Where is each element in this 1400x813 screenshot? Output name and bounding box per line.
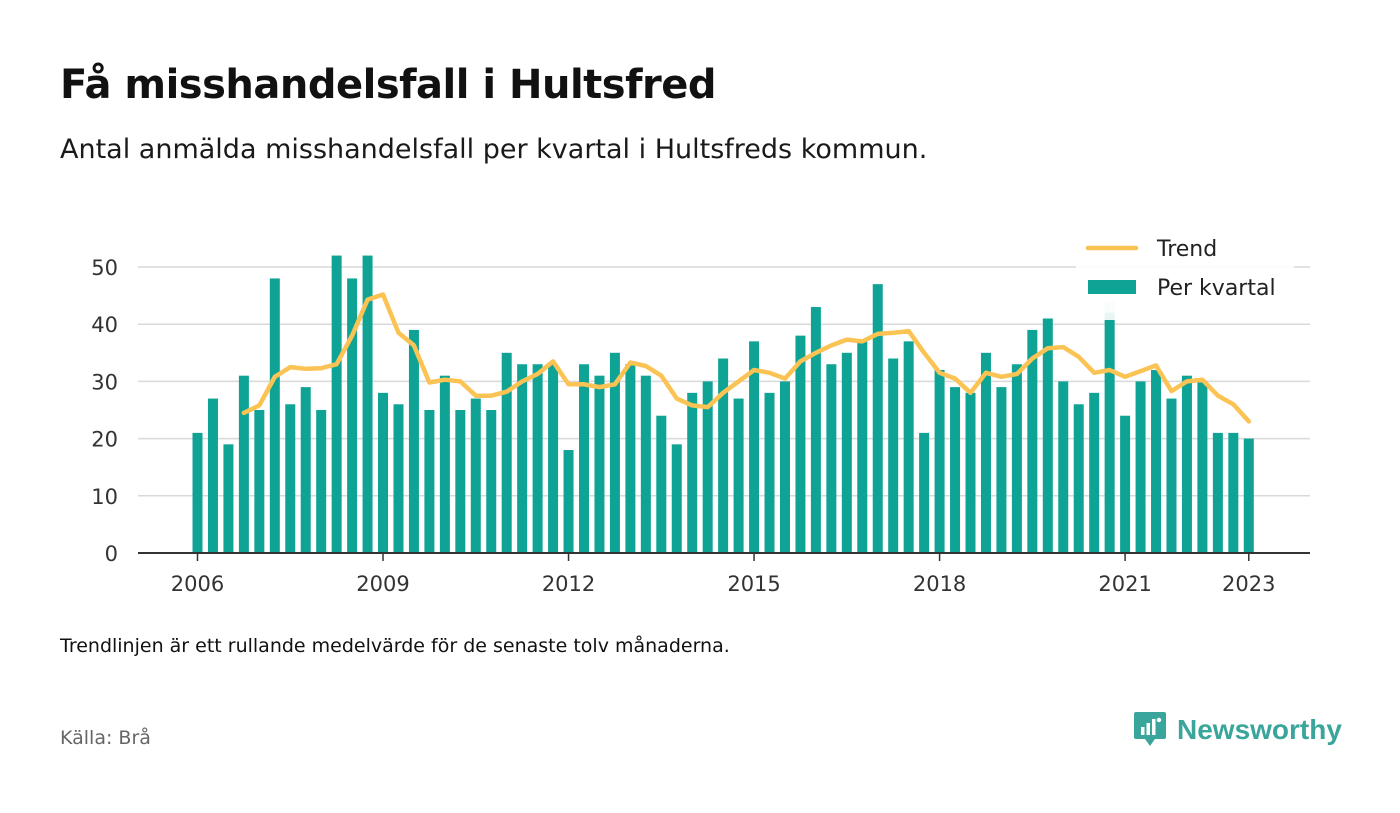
- bar: [1027, 329, 1038, 553]
- legend-swatch-per-kvartal: [1088, 280, 1136, 294]
- bars-per-kvartal: [192, 255, 1254, 553]
- bar: [841, 352, 852, 553]
- bar: [1181, 375, 1192, 553]
- bar: [980, 352, 991, 553]
- bar: [331, 255, 342, 553]
- bar: [1011, 364, 1022, 553]
- bar: [1166, 398, 1177, 553]
- bar: [1073, 404, 1084, 553]
- bar: [1212, 432, 1223, 553]
- bar: [702, 381, 713, 553]
- bar: [764, 392, 775, 553]
- trend-line: [241, 292, 1252, 424]
- bar: [1243, 438, 1254, 553]
- y-axis-ticks: 0 10 20 30 40 50: [91, 256, 118, 566]
- source-credit: Källa: Brå: [60, 727, 151, 749]
- bar: [408, 329, 419, 553]
- bar: [795, 335, 806, 553]
- bar: [671, 444, 682, 553]
- bar: [718, 358, 729, 553]
- bar: [1151, 369, 1162, 553]
- bar: [1042, 318, 1053, 553]
- bar: [347, 278, 358, 553]
- bar: [1058, 381, 1069, 553]
- chart-area: 0 10 20 30 40 50 2006 2009 2012 2015 2018 2021 2023…: [91, 228, 1310, 596]
- x-axis-ticks: 2006 2009 2012 2015 2018 2021 2023: [171, 553, 1276, 596]
- bar: [1089, 392, 1100, 553]
- bar: [285, 404, 296, 553]
- bar: [810, 307, 821, 553]
- legend-background: [1076, 228, 1294, 320]
- bar: [517, 364, 528, 553]
- y-tick-label: 30: [91, 370, 118, 394]
- bar: [300, 387, 311, 553]
- legend: Trend Per kvartal: [1076, 228, 1294, 320]
- bar: [1104, 312, 1115, 553]
- legend-label-per-kvartal: Per kvartal: [1157, 276, 1276, 301]
- bar: [950, 387, 961, 553]
- x-tick-label: 2006: [171, 572, 224, 596]
- bar: [1135, 381, 1146, 553]
- bar: [439, 375, 450, 553]
- bar: [919, 432, 930, 553]
- x-tick-label: 2012: [542, 572, 595, 596]
- bar: [1197, 381, 1208, 553]
- bar: [609, 352, 620, 553]
- bar: [455, 410, 466, 553]
- bar: [872, 284, 883, 553]
- bar: [903, 341, 914, 553]
- bar: [532, 364, 543, 553]
- bar: [316, 410, 327, 553]
- bar: [733, 398, 744, 553]
- bar: [548, 364, 559, 553]
- bar: [965, 392, 976, 553]
- bar: [1120, 415, 1131, 553]
- bar-chart-pin-icon: [1134, 712, 1166, 746]
- chart-subtitle: Antal anmälda misshandelsfall per kvarta…: [60, 134, 928, 165]
- bar: [563, 450, 574, 553]
- bar: [934, 369, 945, 553]
- bar: [269, 278, 280, 553]
- bar: [192, 432, 203, 553]
- bar: [579, 364, 589, 553]
- bar: [625, 364, 636, 553]
- bar: [223, 444, 234, 553]
- x-tick-label: 2009: [356, 572, 409, 596]
- bar: [254, 410, 265, 553]
- bar: [888, 358, 899, 553]
- brand-logo[interactable]: Newsworthy: [1133, 710, 1342, 750]
- bar: [749, 341, 760, 553]
- bar: [207, 398, 218, 553]
- bar: [362, 255, 373, 553]
- bar: [594, 375, 605, 553]
- x-tick-label: 2023: [1222, 572, 1275, 596]
- y-tick-label: 40: [91, 313, 118, 337]
- x-tick-label: 2018: [913, 572, 966, 596]
- bar: [393, 404, 404, 553]
- bar: [1228, 432, 1239, 553]
- bar: [656, 415, 667, 553]
- legend-label-trend: Trend: [1156, 237, 1217, 262]
- bar: [779, 381, 790, 553]
- bar: [378, 392, 389, 553]
- bar: [238, 375, 249, 553]
- bar: [501, 352, 512, 553]
- y-tick-label: 50: [91, 256, 118, 280]
- x-tick-label: 2021: [1098, 572, 1151, 596]
- bar: [996, 387, 1007, 553]
- bar: [826, 364, 837, 553]
- bar: [470, 398, 481, 553]
- bar: [640, 375, 651, 553]
- chart-title: Få misshandelsfall i Hultsfred: [60, 62, 717, 108]
- bar: [857, 341, 868, 553]
- bar: [486, 410, 497, 553]
- bar: [424, 410, 435, 553]
- x-tick-label: 2015: [727, 572, 780, 596]
- brand-name: Newsworthy: [1177, 714, 1342, 745]
- y-tick-label: 10: [91, 485, 118, 509]
- bar: [687, 392, 698, 553]
- y-tick-label: 20: [91, 428, 118, 452]
- y-tick-label: 0: [105, 542, 118, 566]
- footnote: Trendlinjen är ett rullande medelvärde f…: [60, 635, 730, 657]
